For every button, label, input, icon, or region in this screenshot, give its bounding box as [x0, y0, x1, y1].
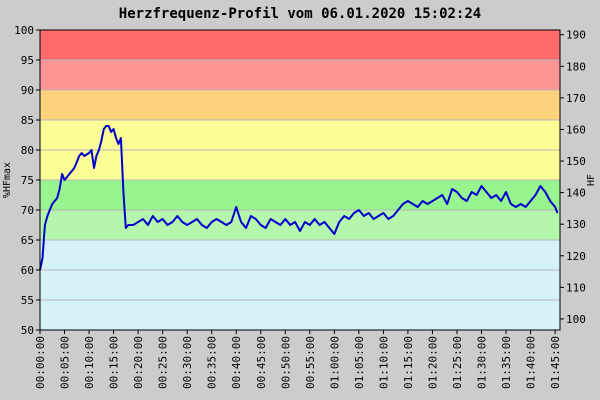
x-tick-label: 01:40:00	[525, 336, 538, 389]
x-tick-label: 01:00:00	[328, 336, 341, 389]
left-tick-label: 60	[21, 264, 34, 277]
right-axis-title: HF	[586, 174, 597, 186]
x-tick-label: 00:25:00	[157, 336, 170, 389]
x-tick-label: 01:35:00	[500, 336, 513, 389]
right-tick-label: 160	[566, 123, 586, 136]
left-tick-label: 100	[14, 24, 34, 37]
x-tick-label: 01:05:00	[353, 336, 366, 389]
x-tick-label: 00:40:00	[230, 336, 243, 389]
x-tick-label: 00:00:00	[34, 336, 47, 389]
zone-band	[40, 30, 560, 60]
left-axis-title: %HFmax	[2, 162, 13, 198]
x-tick-label: 00:10:00	[83, 336, 96, 389]
right-tick-label: 190	[566, 29, 586, 42]
right-tick-label: 150	[566, 155, 586, 168]
right-axis: 100 110 120 130 140 150 160 170 180 190	[560, 29, 586, 326]
right-tick-label: 120	[566, 250, 586, 263]
zone-band	[40, 150, 560, 180]
left-tick-label: 90	[21, 84, 34, 97]
gridlines	[40, 59, 560, 301]
zone-band	[40, 180, 560, 210]
x-tick-label: 01:30:00	[476, 336, 489, 389]
x-tick-label: 00:30:00	[181, 336, 194, 389]
x-tick-label: 01:20:00	[426, 336, 439, 389]
left-tick-label: 95	[21, 54, 34, 67]
x-tick-label: 00:55:00	[304, 336, 317, 389]
left-axis: 50 55 60 65 70 75 80 85 90 95 100	[14, 24, 40, 337]
right-tick-label: 100	[566, 313, 586, 326]
right-tick-label: 130	[566, 218, 586, 231]
x-tick-label: 00:35:00	[206, 336, 219, 389]
left-tick-label: 50	[21, 324, 34, 337]
left-tick-label: 80	[21, 144, 34, 157]
x-tick-label: 00:45:00	[255, 336, 268, 389]
left-tick-label: 75	[21, 174, 34, 187]
zone-band	[40, 60, 560, 90]
x-tick-label: 01:10:00	[377, 336, 390, 389]
zone-band	[40, 90, 560, 120]
x-tick-label: 00:15:00	[108, 336, 121, 389]
right-tick-label: 180	[566, 60, 586, 73]
right-tick-label: 110	[566, 281, 586, 294]
left-tick-label: 70	[21, 204, 34, 217]
x-axis: 00:00:00 00:05:00 00:10:00 00:15:00 00:20:00…	[34, 330, 562, 389]
x-tick-label: 00:20:00	[132, 336, 145, 389]
x-tick-label: 00:05:00	[59, 336, 72, 389]
left-tick-label: 55	[21, 294, 34, 307]
zone-band	[40, 210, 560, 240]
right-tick-label: 170	[566, 92, 586, 105]
chart-title: Herzfrequenz-Profil vom 06.01.2020 15:02…	[119, 6, 481, 22]
zone-band	[40, 240, 560, 330]
x-tick-label: 01:45:00	[549, 336, 562, 389]
x-tick-label: 01:15:00	[402, 336, 415, 389]
zone-band	[40, 120, 560, 150]
heart-rate-line	[39, 125, 559, 271]
right-tick-label: 140	[566, 187, 586, 200]
left-tick-label: 65	[21, 234, 34, 247]
heart-rate-zones	[40, 30, 560, 330]
left-tick-label: 85	[21, 114, 34, 127]
x-tick-label: 00:50:00	[279, 336, 292, 389]
x-tick-label: 01:25:00	[451, 336, 464, 389]
